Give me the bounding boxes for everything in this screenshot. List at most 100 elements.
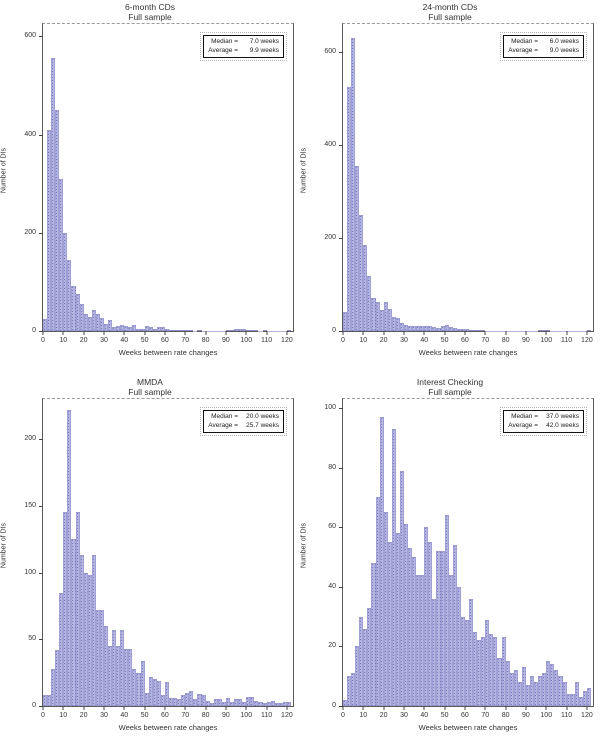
x-tick-label: 120 [581,712,593,719]
histogram-bar [367,607,372,706]
x-tick [484,331,486,335]
histogram-bar [71,539,76,706]
y-tick [39,439,43,441]
histogram-bar [274,703,279,706]
y-tick [339,51,343,53]
x-tick-label: 110 [260,337,273,344]
histogram-bar [570,694,575,706]
legend-median-label: Median = [511,38,538,45]
x-tick-label: 10 [359,712,368,719]
legend-average-label: Average = [208,421,238,429]
histogram-bar [197,694,202,706]
histogram-bar [144,692,149,706]
histogram-bar [456,328,461,331]
x-tick [144,706,146,710]
histogram-bar [550,664,555,706]
histogram-bar [67,259,72,331]
histogram-bar [538,330,543,331]
x-tick [545,331,547,335]
x-tick-label: 70 [481,337,490,344]
histogram-bar [254,330,259,331]
plot-area: Median = 20.0 weeks Average = 25.7 weeks… [24,398,294,719]
histogram-bar [359,616,364,706]
x-tick-label: 10 [59,337,68,344]
y-tick [39,706,43,707]
histogram-bar [456,586,461,706]
chart-subtitle: Full sample [428,387,472,397]
histogram-bar [387,542,392,706]
histogram-bar [403,524,409,706]
y-tick [39,331,43,332]
histogram-bar [225,330,230,331]
histogram-bar [43,695,48,706]
histogram-bar [367,276,372,331]
chart-subtitle: Full sample [128,387,172,397]
y-tick [339,586,343,588]
histogram-bar [440,551,445,706]
y-tick [339,237,343,239]
x-tick-label: 30 [400,337,408,344]
x-tick-label: 60 [461,337,469,344]
x-tick [42,331,44,335]
x-tick-label: 120 [281,712,293,719]
histogram-bar [120,324,125,331]
x-tick [62,331,64,335]
histogram-bar [144,325,149,331]
histogram-bar [173,698,178,706]
histogram-bar [355,646,360,706]
x-tick-label: 80 [201,337,210,344]
x-tick-label: 30 [100,337,108,344]
histogram-bar [444,515,449,706]
panel-mmda: MMDA Full sample Number of DIs Median = … [0,375,300,749]
histogram-bar [586,688,591,706]
x-axis-label: Weeks between rate changes [418,348,518,357]
x-tick [525,331,527,335]
x-tick [62,706,64,710]
histogram-bar [460,329,465,331]
x-tick-label: 60 [461,712,469,719]
histogram-bar [51,58,56,331]
y-tick-label: 0 [332,702,336,710]
x-tick-label: 50 [440,337,449,344]
histogram-bar [582,691,587,706]
y-tick-label: 600 [24,32,36,40]
histogram-bar [246,330,251,331]
histogram-bar [440,326,445,331]
x-tick-label: 80 [501,337,510,344]
x-tick [505,331,507,335]
histogram-bar [452,545,457,706]
x-tick-label: 0 [341,712,345,719]
histogram-bar [513,670,518,706]
histogram-bar [103,323,109,331]
legend-median-value: 7.0 weeks [249,38,279,45]
x-tick-label: 50 [440,712,449,719]
histogram-bar [242,329,247,331]
histogram-bar [181,330,186,331]
histogram-bar [412,556,417,706]
histogram-bar [343,312,348,331]
x-axis-label: Weeks between rate changes [118,348,218,357]
histogram-bar [546,661,551,706]
histogram-bar [47,129,52,331]
histogram-bar [234,699,239,706]
x-tick [423,331,425,335]
histogram-bar [469,329,474,331]
histogram-bar [116,326,121,331]
histogram-bar [47,695,52,706]
legend-average-label: Average = [208,46,238,54]
histogram-bar [238,328,243,331]
histogram-bar [347,86,352,331]
histogram-bar [371,562,376,706]
histogram-bar [177,329,182,331]
y-tick [39,505,43,507]
histogram-bar [343,700,348,706]
histogram-bar [403,325,409,331]
x-tick-label: 100 [540,712,553,719]
histogram-bar [217,699,222,706]
y-tick [339,467,343,469]
histogram-bar [562,682,567,706]
histogram-bar [164,329,169,331]
histogram-bar [505,661,510,706]
x-tick [245,706,247,710]
x-tick-label: 70 [181,712,190,719]
